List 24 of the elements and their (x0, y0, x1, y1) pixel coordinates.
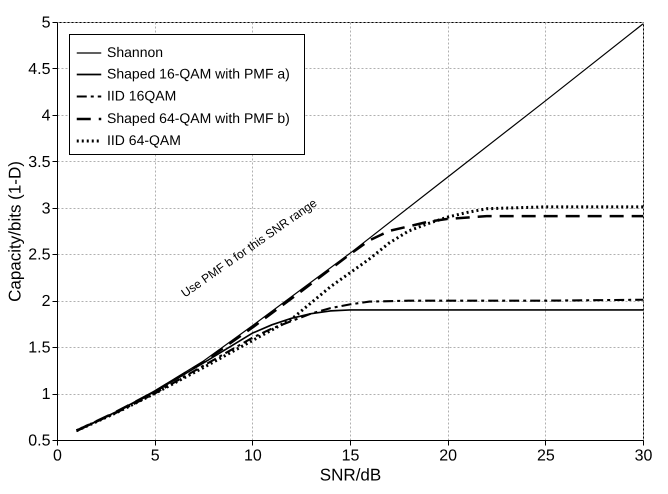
y-tick-label: 1.5 (28, 340, 51, 357)
legend-label: IID 64-QAM (107, 132, 181, 148)
x-axis-title: SNR/dB (320, 466, 382, 484)
y-tick-label: 4 (42, 107, 51, 124)
y-axis-title: Capacity/bits (1-D) (5, 161, 24, 302)
x-tick-label: 5 (150, 448, 160, 464)
y-tick-label: 1 (42, 386, 51, 404)
y-tick-label: 0.5 (28, 432, 51, 450)
x-tick-label: 25 (536, 448, 555, 464)
x-tick-label: 10 (244, 448, 262, 464)
legend-label: IID 16QAM (107, 88, 176, 104)
legend-label: Shannon (107, 44, 164, 60)
x-tick-label: 0 (53, 448, 62, 464)
y-tick-label: 5 (42, 14, 51, 32)
legend-label: Shaped 16-QAM with PMF a) (107, 66, 290, 82)
legend-label: Shaped 64-QAM with PMF b) (107, 110, 290, 126)
y-tick-label: 4.5 (28, 60, 51, 78)
y-tick-label: 3 (42, 200, 51, 218)
y-tick-label: 2.5 (28, 246, 51, 264)
x-tick-label: 20 (439, 448, 458, 464)
x-tick-label: 30 (634, 448, 652, 464)
y-tick-label: 3.5 (28, 154, 51, 171)
x-tick-label: 15 (342, 448, 360, 464)
y-tick-label: 2 (42, 293, 51, 310)
